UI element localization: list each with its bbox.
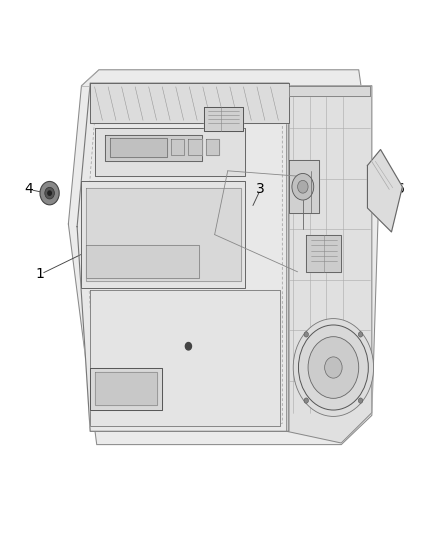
Circle shape (40, 181, 59, 205)
Polygon shape (289, 86, 370, 96)
Circle shape (293, 319, 374, 416)
Circle shape (304, 398, 308, 403)
Polygon shape (188, 139, 201, 155)
Text: 1: 1 (35, 268, 44, 281)
Circle shape (292, 173, 314, 200)
Polygon shape (204, 107, 243, 131)
Polygon shape (287, 86, 372, 443)
Polygon shape (95, 128, 245, 176)
Polygon shape (110, 138, 166, 157)
Polygon shape (289, 160, 319, 213)
Circle shape (358, 332, 363, 337)
Circle shape (298, 325, 368, 410)
Circle shape (325, 357, 342, 378)
Text: 6: 6 (396, 182, 405, 197)
Circle shape (185, 343, 191, 350)
Text: 4: 4 (25, 182, 33, 197)
Polygon shape (90, 83, 289, 123)
Polygon shape (68, 70, 378, 445)
Polygon shape (306, 235, 341, 272)
Polygon shape (90, 368, 162, 410)
Circle shape (45, 187, 54, 199)
Polygon shape (86, 245, 199, 278)
Text: 7: 7 (121, 358, 130, 372)
Polygon shape (86, 188, 241, 281)
Polygon shape (171, 139, 184, 155)
Text: 2: 2 (132, 134, 141, 149)
Polygon shape (206, 139, 219, 155)
Circle shape (304, 332, 308, 337)
Circle shape (358, 398, 363, 403)
Text: 5: 5 (243, 98, 252, 111)
Polygon shape (81, 181, 245, 288)
Polygon shape (367, 150, 403, 232)
Polygon shape (77, 83, 289, 431)
Circle shape (297, 180, 308, 193)
Circle shape (48, 191, 51, 195)
Circle shape (308, 337, 359, 398)
Polygon shape (90, 290, 280, 426)
Text: 3: 3 (256, 182, 265, 197)
Polygon shape (95, 372, 157, 405)
Polygon shape (106, 135, 201, 161)
